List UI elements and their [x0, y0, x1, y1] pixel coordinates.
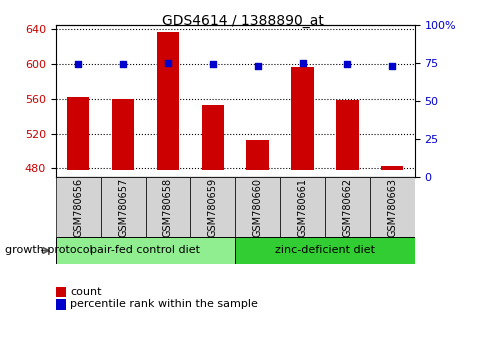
Point [253, 63, 261, 69]
Text: GSM780656: GSM780656 [73, 177, 83, 237]
Text: zinc-deficient diet: zinc-deficient diet [274, 245, 374, 256]
Text: GSM780657: GSM780657 [118, 177, 128, 237]
Bar [190, 177, 235, 237]
Point [164, 60, 171, 66]
Text: GSM780663: GSM780663 [386, 178, 396, 236]
Text: GDS4614 / 1388890_at: GDS4614 / 1388890_at [161, 14, 323, 28]
Point [343, 62, 350, 67]
Bar [201, 105, 224, 170]
Text: count: count [70, 287, 102, 297]
Text: GSM780662: GSM780662 [342, 177, 352, 237]
Bar [280, 177, 324, 237]
Bar [56, 287, 66, 297]
Text: percentile rank within the sample: percentile rank within the sample [70, 299, 257, 309]
Bar [67, 97, 89, 170]
Bar [335, 101, 358, 170]
Bar [56, 177, 101, 237]
Text: pair-fed control diet: pair-fed control diet [91, 245, 200, 256]
Bar [291, 67, 313, 170]
Point [74, 62, 82, 67]
Bar [156, 32, 179, 170]
Bar [101, 177, 145, 237]
Text: growth protocol: growth protocol [5, 245, 92, 256]
Text: GSM780659: GSM780659 [207, 177, 217, 237]
Bar [112, 99, 134, 170]
Point [119, 62, 127, 67]
Text: GSM780661: GSM780661 [297, 178, 307, 236]
Bar [324, 177, 369, 237]
Text: GSM780658: GSM780658 [163, 177, 173, 237]
Text: GSM780660: GSM780660 [252, 178, 262, 236]
Bar [56, 237, 235, 264]
Bar [235, 237, 414, 264]
Point [388, 63, 395, 69]
Bar [246, 141, 268, 170]
Point [209, 62, 216, 67]
Bar [56, 299, 66, 310]
Point [298, 60, 306, 66]
Bar [235, 177, 280, 237]
Bar [145, 177, 190, 237]
Bar [369, 177, 414, 237]
Bar [380, 166, 403, 170]
